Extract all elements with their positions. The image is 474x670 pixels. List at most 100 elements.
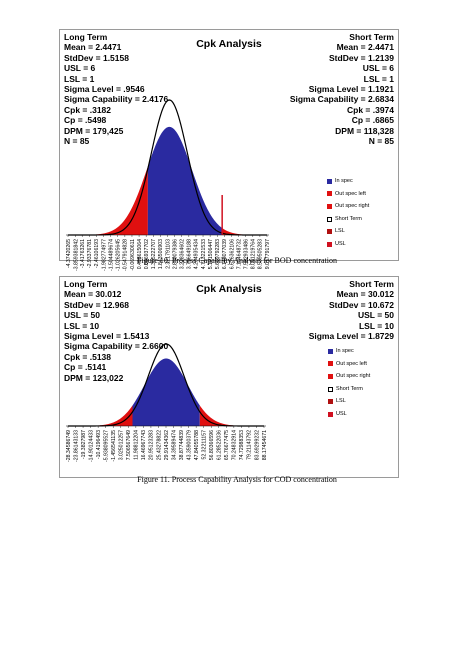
x-tick-label: 1.365222707 <box>151 239 157 269</box>
bod-short-term-line: Cp = .6865 <box>351 115 394 126</box>
x-tick-label: 70.24832914 <box>232 430 238 460</box>
cod-short-term-line: StdDev = 10.672 <box>329 299 394 310</box>
x-tick-label: 74.72988353 <box>239 430 245 460</box>
legend-item-usl: USL <box>327 238 369 251</box>
legend-item-out-spec-right: Out spec right <box>328 370 370 383</box>
cod-distribution-plot: -28.34586749 -23.86143133 -19.3827987 -14.9… <box>66 343 268 462</box>
x-tick-label: 38.87744839 <box>179 430 185 460</box>
x-tick-label: -1.504489674 <box>108 239 114 271</box>
cod-long-term-line: Cpk = .5138 <box>64 351 112 362</box>
bod-short-term-line: Cpk = .3974 <box>346 104 394 115</box>
x-tick-label: -0.069630611 <box>130 239 136 271</box>
x-tick-label: 8.061219764 <box>251 239 257 269</box>
x-tick-label: -1.456541135 <box>111 430 117 462</box>
bod-long-term-stats: Long Term Mean = 2.4471 StdDev = 1.5158 … <box>64 32 168 146</box>
bod-long-term-line: DPM = 179,425 <box>64 125 124 136</box>
x-tick-label: -5.938095527 <box>103 430 109 462</box>
bod-short-term-line: LSL = 1 <box>363 73 394 84</box>
x-tick-label: 61.28522036 <box>217 430 223 460</box>
bod-short-term-stats: Short Term Mean = 2.4471 StdDev = 1.2139… <box>290 32 394 146</box>
x-tick-label: 7.582933486 <box>243 239 249 269</box>
cod-short-term-line: Sigma Level = 1.8729 <box>308 331 394 342</box>
cod-short-term-line: Mean = 30.012 <box>336 289 394 300</box>
legend-item-in-spec: In spec <box>328 345 370 358</box>
bod-distribution-plot: -4.37420265 -3.859381842 -3.41763261 -2.933… <box>66 99 271 271</box>
short-term-swatch <box>328 386 333 392</box>
bod-long-term-line: Cpk = .3182 <box>64 104 112 115</box>
lsl-swatch <box>328 399 333 405</box>
x-tick-label: -10.4196493 <box>96 430 102 459</box>
cod-long-term-stats: Long Term Mean = 30.012 StdDev = 12.968 … <box>64 279 168 383</box>
x-tick-label: 88.17454671 <box>262 430 268 460</box>
figure-10-caption: Figure 10. Process Capability Analysis f… <box>137 256 337 265</box>
x-tick-label: 1.843506903 <box>158 239 164 269</box>
x-tick-label: 3.278364602 <box>180 239 186 269</box>
usl-swatch <box>328 411 333 417</box>
bod-long-term-line: Sigma Capability = 2.4176 <box>64 94 169 105</box>
x-tick-label: 3.756649188 <box>187 239 193 269</box>
out-spec-right-swatch <box>327 203 332 209</box>
bod-short-term-line: DPM = 118,328 <box>335 125 394 136</box>
x-tick-label: -14.90124433 <box>88 430 94 462</box>
legend-label: USL <box>336 410 347 417</box>
legend-label: Short Term <box>336 385 363 392</box>
x-tick-label: 83.69299232 <box>254 430 260 460</box>
figure-11-caption: Figure 11. Process Capability Analysis f… <box>137 475 337 484</box>
legend-item-usl: USL <box>328 408 370 421</box>
cod-short-term-stats: Short Term Mean = 30.012 StdDev = 10.672… <box>309 279 394 341</box>
legend-item-out-spec-right: Out spec right <box>327 200 369 213</box>
x-tick-label: 8.539505283 <box>258 239 264 269</box>
legend-label: In spec <box>335 178 353 184</box>
out-spec-left-swatch <box>327 191 332 197</box>
in-spec-swatch <box>328 348 333 354</box>
legend-item-out-spec-left: Out spec left <box>328 358 370 371</box>
cod-long-term-line: Mean = 30.012 <box>64 289 122 300</box>
x-tick-label: 7.104648732 <box>236 239 242 269</box>
legend-label: Short Term <box>335 215 362 222</box>
legend-item-short-term: Short Term <box>327 213 369 226</box>
x-tick-label: 5.191506447 <box>208 239 214 269</box>
cod-cpk-chart-panel: -28.34586749 -23.86143133 -19.3827987 -14.9… <box>59 276 399 478</box>
in-spec-swatch <box>327 178 332 184</box>
x-tick-label: -28.34586749 <box>66 430 72 462</box>
out-spec-right-swatch <box>328 373 333 379</box>
bod-long-term-line: N = 85 <box>64 136 90 147</box>
x-tick-label: 7.506567649 <box>126 430 132 460</box>
bod-long-term-line: USL = 6 <box>64 63 96 74</box>
x-tick-label: 6.626362106 <box>229 239 235 269</box>
bod-long-term-line: Mean = 2.4471 <box>64 42 122 53</box>
x-tick-label: 5.669792283 <box>215 239 221 269</box>
x-tick-label: -3.859381842 <box>73 239 79 271</box>
x-tick-label: 20.95123283 <box>149 430 155 460</box>
legend-item-lsl: LSL <box>327 225 369 238</box>
cod-long-term-line: Sigma Capability = 2.6600 <box>64 341 169 352</box>
legend-label: In spec <box>336 348 354 354</box>
bod-short-term-line: StdDev = 1.2139 <box>329 52 394 63</box>
x-tick-label: 3.025012257 <box>119 430 125 460</box>
legend-label: Out spec right <box>336 373 371 380</box>
x-tick-label: 0.408615064 <box>137 239 143 269</box>
in-spec-area <box>147 126 223 235</box>
bod-short-term-line: Sigma Level = 1.1921 <box>308 84 394 95</box>
bod-long-term-line: Cp = .5498 <box>64 115 107 126</box>
x-tick-label: -0.547914828 <box>123 239 129 271</box>
x-tick-label: -23.86143133 <box>73 430 79 462</box>
x-tick-label: 25.43278822 <box>156 430 162 460</box>
bod-short-term-line: N = 85 <box>368 136 394 147</box>
x-tick-label: 16.46967743 <box>141 430 147 460</box>
x-tick-label: 4.713221533 <box>201 239 207 269</box>
legend-label: LSL <box>336 398 346 405</box>
legend-item-out-spec-left: Out spec left <box>327 188 369 201</box>
cod-chart-legend: In spec Out spec left Out spec right Sho… <box>328 345 370 421</box>
x-tick-label: 4.234935434 <box>194 239 200 269</box>
x-tick-label: 9.017791797 <box>265 239 271 269</box>
x-tick-label: 47.84055788 <box>194 430 200 460</box>
out-spec-left-swatch <box>328 361 333 367</box>
bod-long-term-line: Sigma Level = .9546 <box>64 84 145 95</box>
in-spec-area <box>132 358 200 426</box>
x-tick-label: -4.37420265 <box>66 239 72 268</box>
out-spec-right-area <box>199 405 264 426</box>
cod-long-term-line: USL = 50 <box>64 310 100 321</box>
cod-long-term-line: Cp = .5141 <box>64 362 107 373</box>
x-tick-label: -3.41763261 <box>80 239 86 268</box>
